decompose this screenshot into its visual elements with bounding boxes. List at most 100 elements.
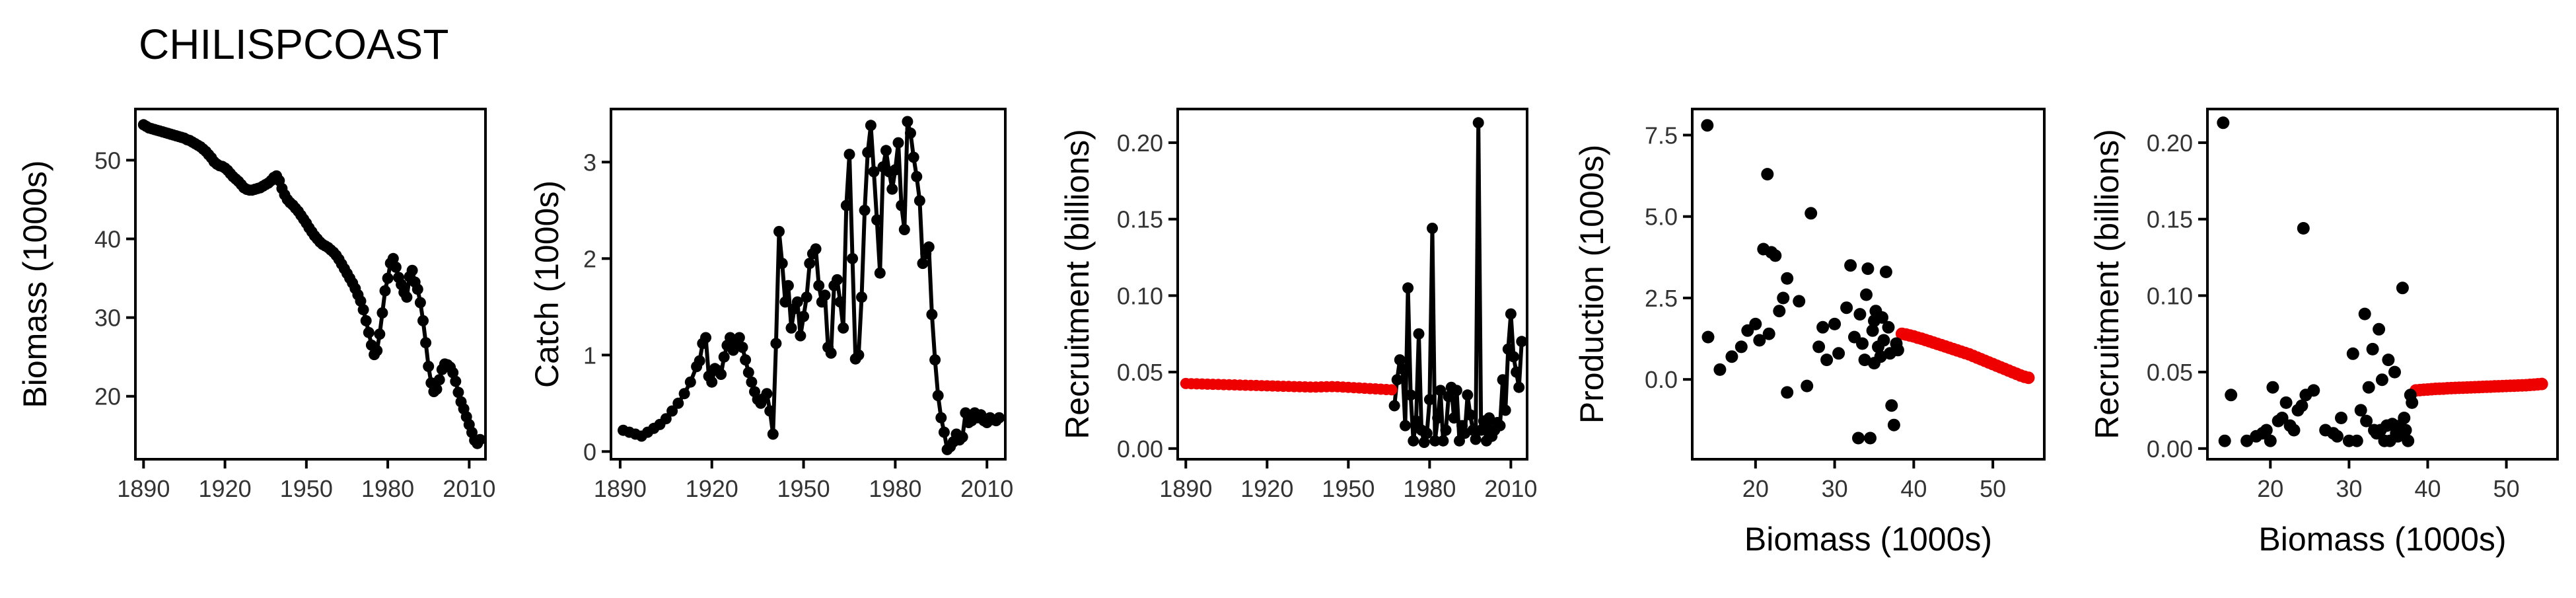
data-point	[1435, 385, 1447, 396]
data-point	[1812, 340, 1826, 354]
data-point	[678, 388, 690, 400]
data-point	[1427, 223, 1438, 234]
data-point	[1735, 340, 1748, 354]
panel-1: 1890 1920 1950 1980 2010 20 30 40 50 Biomass (100…	[17, 108, 495, 502]
data-point	[1467, 424, 1479, 436]
data-point	[2398, 412, 2411, 424]
data-point	[1840, 301, 1853, 315]
data-point	[420, 337, 432, 349]
data-point	[1877, 334, 1890, 347]
data-point	[715, 369, 727, 380]
panel-2: 1890 1920 1950 1980 2010 0 1 2 3 Catch (1000s)	[528, 108, 1013, 502]
x-tick-label: 30	[1822, 475, 1848, 502]
data-point	[1505, 308, 1517, 320]
data-point	[2366, 342, 2379, 355]
data-point	[871, 214, 883, 226]
data-point	[2217, 116, 2230, 130]
x-tick-label: 1980	[1403, 475, 1456, 502]
x-tick-label: 1920	[686, 475, 738, 502]
data-point	[898, 224, 910, 235]
data-point	[718, 351, 730, 363]
data-point	[1421, 428, 1433, 439]
data-point	[892, 137, 904, 149]
data-point	[2266, 381, 2279, 394]
data-point	[798, 311, 810, 322]
x-tick-label: 1950	[777, 475, 830, 502]
data-point	[450, 375, 462, 387]
data-point	[1429, 435, 1441, 447]
panel-frame	[2206, 108, 2559, 461]
data-point	[2260, 424, 2273, 437]
panel-frame	[134, 108, 487, 461]
data-point	[1499, 404, 1511, 416]
data-point	[782, 280, 794, 291]
data-point	[1475, 424, 1487, 436]
data-point	[2264, 434, 2277, 447]
data-point	[1450, 385, 1462, 396]
data-point	[843, 149, 855, 161]
data-point	[767, 428, 779, 440]
data-point	[1443, 391, 1454, 402]
data-point	[1494, 420, 1506, 431]
data-point	[1410, 415, 1422, 427]
data-point	[1801, 379, 1814, 392]
data-point	[865, 120, 877, 131]
data-point	[834, 296, 846, 308]
data-point	[2218, 434, 2231, 447]
data-point	[1853, 308, 1867, 321]
x-tick-label: 1890	[1159, 475, 1212, 502]
data-point	[694, 355, 705, 367]
data-point	[2240, 434, 2254, 447]
y-tick-label: 20	[94, 383, 121, 410]
y-tick-label: 0.0	[1645, 366, 1678, 393]
x-tick-label: 2010	[960, 475, 1013, 502]
y-tick-label: 2	[583, 245, 596, 272]
data-point	[1816, 320, 1830, 334]
data-point	[776, 258, 788, 270]
data-point	[452, 387, 464, 398]
data-point	[1432, 412, 1444, 424]
data-point	[2279, 396, 2293, 409]
data-point	[401, 291, 413, 303]
panel-frame	[1176, 108, 1528, 461]
data-point	[1394, 354, 1406, 366]
panel-4: 20 30 40 50 0.0 2.5 5.0 7.5 Production (1000s) Bi…	[1573, 108, 2046, 558]
data-point	[1749, 317, 1762, 330]
data-point	[956, 431, 968, 443]
data-point	[770, 338, 782, 350]
y-tick-label: 0.05	[2147, 359, 2193, 386]
data-point	[1472, 117, 1484, 129]
data-point	[1484, 412, 1495, 424]
data-point	[1773, 305, 1786, 318]
y-axis-title: Recruitment (billions)	[2089, 129, 2126, 439]
series-1-line	[141, 122, 482, 446]
data-point	[2399, 424, 2412, 437]
data-point	[2295, 399, 2308, 412]
data-point	[911, 170, 923, 182]
data-point	[1701, 330, 1715, 344]
data-point	[847, 252, 859, 264]
data-point	[374, 328, 386, 340]
data-point	[2373, 322, 2386, 336]
data-point	[666, 405, 678, 417]
data-point	[1497, 374, 1509, 386]
data-point	[764, 405, 776, 417]
x-tick-label: 30	[2336, 475, 2362, 502]
data-point	[2275, 412, 2289, 424]
data-point	[2354, 404, 2367, 417]
y-tick-label: 0.10	[1117, 282, 1163, 309]
data-point	[2375, 373, 2388, 387]
data-point	[1861, 262, 1875, 276]
figure-title: CHILISPCOAST	[139, 20, 449, 68]
data-point	[840, 200, 852, 211]
x-axis-title: Biomass (1000s)	[1744, 521, 1992, 558]
y-tick-label: 0	[583, 438, 596, 465]
x-tick-label: 50	[2493, 475, 2520, 502]
data-point	[785, 322, 797, 334]
data-point	[853, 349, 865, 361]
data-point	[406, 264, 418, 276]
data-point	[1874, 350, 1887, 363]
data-point	[376, 307, 388, 318]
